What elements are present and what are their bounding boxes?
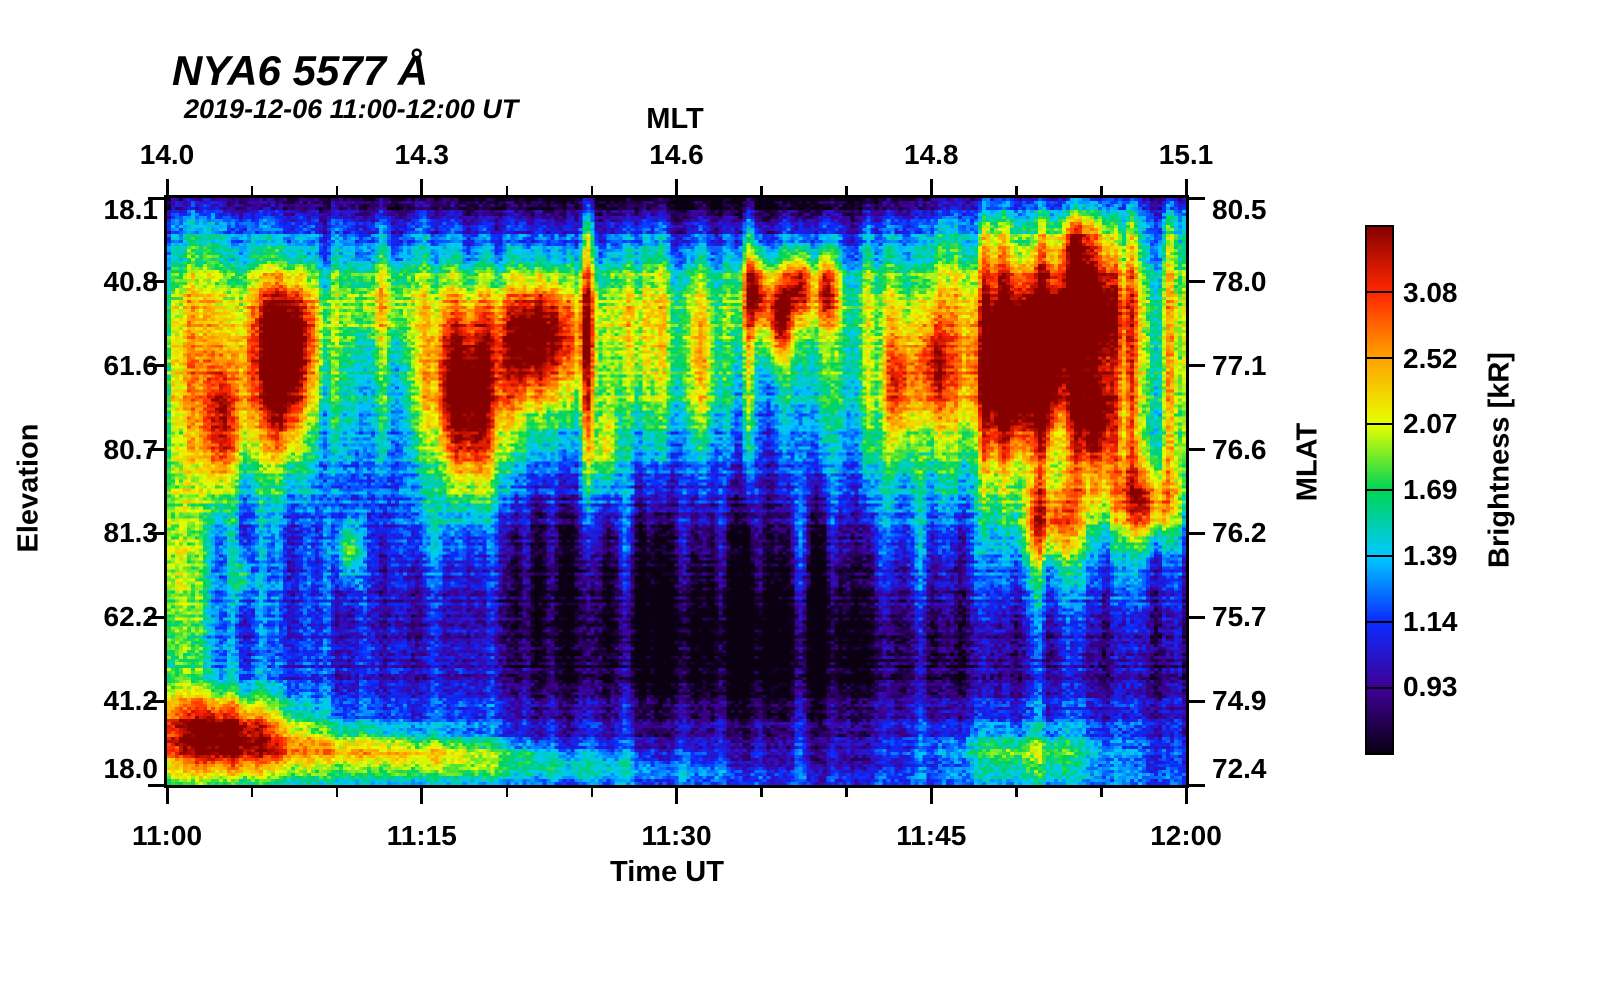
heatmap-canvas <box>167 198 1186 785</box>
right-tick-label: 76.6 <box>1212 433 1267 465</box>
right-major-tick <box>1189 531 1205 535</box>
top-minor-tick <box>250 186 254 195</box>
colorbar-tick-label: 1.69 <box>1403 474 1458 505</box>
left-tick-label: 80.7 <box>103 433 159 465</box>
left-tick-label: 18.1 <box>103 194 159 225</box>
right-tick-label: 74.9 <box>1212 685 1267 717</box>
bottom-tick-label: 12:00 <box>1150 820 1222 851</box>
top-minor-tick <box>1015 186 1018 195</box>
left-major-tick <box>148 364 164 368</box>
top-tick-label: 14.6 <box>649 139 704 170</box>
colorbar-tick-label: 1.14 <box>1403 605 1458 637</box>
right-tick-label: 75.7 <box>1212 601 1267 633</box>
colorbar-segment <box>1367 557 1392 623</box>
bottom-minor-tick <box>845 788 848 797</box>
bottom-minor-tick <box>590 788 594 797</box>
right-major-tick <box>1189 196 1205 200</box>
top-tick-label: 14.8 <box>904 139 959 170</box>
colorbar-axis-title: Brightness [kR] <box>1483 352 1516 568</box>
left-tick-label: 61.6 <box>103 349 159 381</box>
chart-title: NYA6 5577 Å <box>172 47 429 94</box>
right-major-tick <box>1189 783 1205 787</box>
top-minor-tick <box>845 186 848 195</box>
colorbar-segment <box>1367 623 1392 689</box>
bottom-major-tick <box>929 788 933 804</box>
colorbar-segment <box>1367 227 1392 293</box>
top-major-tick <box>165 179 169 195</box>
left-tick-label: 41.2 <box>103 685 159 717</box>
top-major-tick <box>1184 179 1188 195</box>
bottom-tick-label: 11:45 <box>896 820 967 851</box>
bottom-major-tick <box>420 788 424 804</box>
top-major-tick <box>675 179 678 195</box>
colorbar-segment <box>1367 425 1392 491</box>
top-tick-label: 14.0 <box>139 139 195 170</box>
bottom-minor-tick <box>505 788 509 797</box>
right-major-tick <box>1189 280 1205 284</box>
top-minor-tick <box>505 186 509 195</box>
top-tick-label: 15.1 <box>1158 139 1214 170</box>
right-tick-label: 78.0 <box>1212 265 1267 297</box>
colorbar-segment <box>1367 293 1392 359</box>
right-major-tick <box>1189 615 1205 619</box>
left-major-tick <box>148 448 164 452</box>
left-major-tick <box>148 783 164 787</box>
right-tick-label: 77.1 <box>1212 349 1267 381</box>
colorbar-segment <box>1367 491 1392 557</box>
chart-subtitle: 2019-12-06 11:00-12:00 UT <box>184 94 519 124</box>
left-major-tick <box>148 196 164 200</box>
colorbar-tick-label: 0.93 <box>1403 671 1458 703</box>
left-tick-label: 40.8 <box>103 265 159 297</box>
bottom-minor-tick <box>335 788 339 797</box>
colorbar-tick-label: 2.52 <box>1403 342 1458 374</box>
bottom-major-tick <box>165 788 169 804</box>
plot-frame <box>164 195 1189 788</box>
right-major-tick <box>1189 699 1205 703</box>
left-major-tick <box>148 531 164 535</box>
top-axis-title: MLT <box>646 103 704 135</box>
left-major-tick <box>148 615 164 619</box>
bottom-minor-tick <box>1100 788 1103 797</box>
left-tick-label: 62.2 <box>103 601 159 633</box>
bottom-minor-tick <box>760 788 763 797</box>
right-major-tick <box>1189 448 1205 452</box>
right-axis-title: MLAT <box>1291 422 1324 502</box>
top-tick-label: 14.3 <box>394 139 450 170</box>
left-major-tick <box>148 699 164 703</box>
right-tick-label: 76.2 <box>1212 517 1267 549</box>
top-major-tick <box>420 179 424 195</box>
top-minor-tick <box>335 186 339 195</box>
left-axis-title: Elevation <box>12 423 45 553</box>
bottom-tick-label: 11:15 <box>386 820 457 851</box>
colorbar-tick-label: 3.08 <box>1403 276 1458 308</box>
bottom-tick-label: 11:00 <box>131 820 203 851</box>
bottom-minor-tick <box>1015 788 1018 797</box>
bottom-tick-label: 11:30 <box>641 820 712 851</box>
bottom-minor-tick <box>250 788 254 797</box>
colorbar-segment <box>1367 689 1392 753</box>
left-major-tick <box>148 280 164 284</box>
top-minor-tick <box>1100 186 1103 195</box>
colorbar-tick-label: 1.39 <box>1403 539 1458 571</box>
right-tick-label: 72.4 <box>1212 753 1267 784</box>
left-tick-label: 81.3 <box>103 517 159 549</box>
bottom-axis-title: Time UT <box>610 856 724 888</box>
right-major-tick <box>1189 364 1205 368</box>
colorbar <box>1365 225 1394 755</box>
colorbar-segment <box>1367 359 1392 425</box>
colorbar-tick-label: 2.07 <box>1403 408 1458 440</box>
bottom-major-tick <box>675 788 678 804</box>
bottom-major-tick <box>1184 788 1188 804</box>
left-tick-label: 18.0 <box>103 753 159 784</box>
right-tick-label: 80.5 <box>1212 194 1267 225</box>
top-minor-tick <box>760 186 763 195</box>
top-major-tick <box>929 179 933 195</box>
top-minor-tick <box>590 186 594 195</box>
